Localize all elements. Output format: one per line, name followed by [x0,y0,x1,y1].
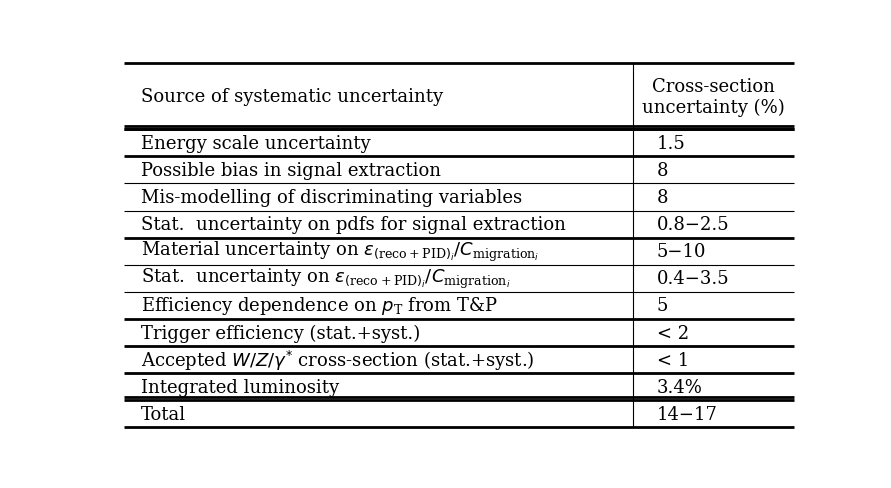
Text: Material uncertainty on $\epsilon_{(\mathregular{reco+PID})_i}/C_{\mathregular{m: Material uncertainty on $\epsilon_{(\mat… [141,240,539,264]
Text: 3.4%: 3.4% [657,378,703,396]
Text: 8: 8 [657,188,668,206]
Text: Total: Total [141,405,186,423]
Text: 5: 5 [657,297,668,315]
Text: Mis-modelling of discriminating variables: Mis-modelling of discriminating variable… [141,188,522,206]
Text: 5−10: 5−10 [657,243,707,261]
Text: < 1: < 1 [657,351,689,369]
Text: 14−17: 14−17 [657,405,718,423]
Text: Stat.  uncertainty on pdfs for signal extraction: Stat. uncertainty on pdfs for signal ext… [141,216,566,234]
Text: Energy scale uncertainty: Energy scale uncertainty [141,135,371,152]
Text: 0.8−2.5: 0.8−2.5 [657,216,730,234]
Text: Stat.  uncertainty on $\epsilon_{(\mathregular{reco+PID})_i}/C_{\mathregular{mig: Stat. uncertainty on $\epsilon_{(\mathre… [141,266,511,291]
Text: Trigger efficiency (stat.+syst.): Trigger efficiency (stat.+syst.) [141,324,421,342]
Text: Efficiency dependence on $p_{\mathregular{T}}$ from T&P: Efficiency dependence on $p_{\mathregula… [141,295,498,317]
Text: Possible bias in signal extraction: Possible bias in signal extraction [141,162,441,180]
Text: 1.5: 1.5 [657,135,686,152]
Text: Cross-section
uncertainty (%): Cross-section uncertainty (%) [642,78,785,117]
Text: Integrated luminosity: Integrated luminosity [141,378,339,396]
Text: Accepted $W/Z/\gamma^{*}$ cross-section (stat.+syst.): Accepted $W/Z/\gamma^{*}$ cross-section … [141,348,535,372]
Text: 0.4−3.5: 0.4−3.5 [657,270,730,288]
Text: Source of systematic uncertainty: Source of systematic uncertainty [141,88,443,106]
Text: < 2: < 2 [657,324,689,342]
Text: 8: 8 [657,162,668,180]
